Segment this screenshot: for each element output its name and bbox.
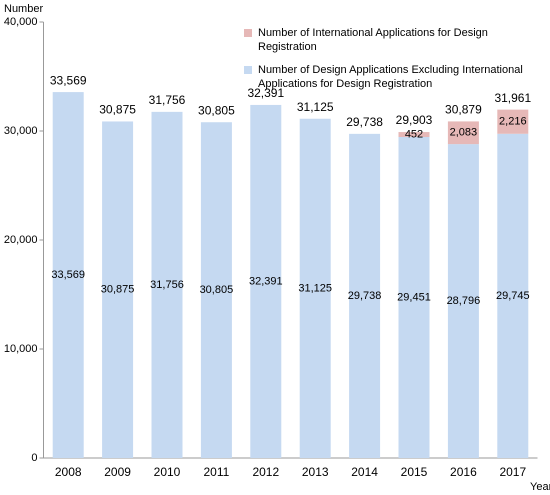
value-label: 2,083 [450,127,478,139]
x-tick-label: 2017 [499,465,526,479]
y-tick-label: 20,000 [4,234,38,246]
x-tick-label: 2009 [104,465,131,479]
value-label: 31,125 [298,282,332,294]
value-label: 29,738 [348,290,382,302]
y-tick-label: 0 [31,452,37,464]
value-label: 31,756 [150,279,184,291]
legend: Number of International Applications for… [244,26,538,100]
total-label: 33,569 [50,73,87,87]
value-label: 2,216 [499,116,527,128]
x-tick-label: 2013 [302,465,329,479]
value-label: 452 [405,128,423,140]
x-tick-label: 2014 [351,465,378,479]
value-label: 29,745 [496,290,530,302]
total-label: 30,879 [445,103,482,117]
total-label: 30,875 [99,103,136,117]
y-tick-label: 30,000 [4,125,38,137]
x-tick-label: 2016 [450,465,477,479]
legend-label: Number of Design Applications Excluding … [258,63,538,91]
legend-item: Number of Design Applications Excluding … [244,63,538,91]
chart: Number Year 0 10,000 20,000 30,000 40,000 200… [0,0,550,495]
y-tick-label: 40,000 [4,16,38,28]
y-tick-label: 10,000 [4,343,38,355]
total-label: 31,756 [149,93,186,107]
x-tick-label: 2015 [401,465,428,479]
y-axis-label: Number [4,3,43,15]
value-label: 30,805 [200,284,234,296]
total-label: 29,903 [396,113,433,127]
x-tick-label: 2008 [55,465,82,479]
value-label: 30,875 [101,284,135,296]
x-tick-label: 2011 [203,465,229,479]
total-label: 31,125 [297,100,334,114]
x-tick-label: 2012 [252,465,279,479]
legend-swatch [244,29,252,37]
legend-item: Number of International Applications for… [244,26,538,54]
value-label: 28,796 [447,295,481,307]
value-label: 33,569 [51,269,85,281]
total-label: 29,738 [346,115,383,129]
x-axis-label: Year [530,481,550,493]
legend-label: Number of International Applications for… [258,26,538,54]
total-label: 30,805 [198,103,235,117]
value-label: 32,391 [249,275,283,287]
legend-swatch [244,66,252,74]
x-tick-label: 2010 [154,465,181,479]
value-label: 29,451 [397,291,431,303]
